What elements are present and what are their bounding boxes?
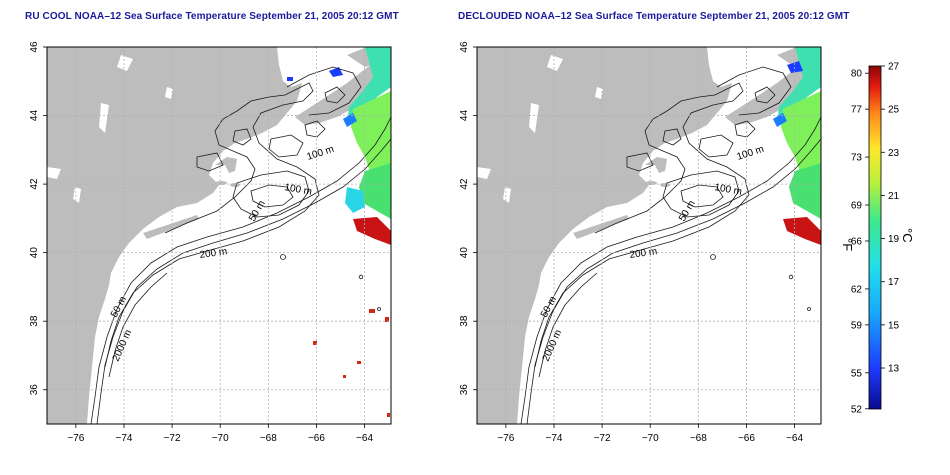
colorbar-f-tick-label: 80 [851, 69, 863, 80]
left-map-panel [46, 46, 392, 425]
right-y-tick-label: 40 [459, 247, 470, 259]
right-x-tick-label: −68 [690, 433, 707, 444]
left-x-tick-label: −72 [164, 433, 181, 444]
left-contour-label-100-south: 100 m [283, 182, 312, 198]
right-x-tick-label: −64 [786, 433, 803, 444]
colorbar-f-tick-label: 52 [851, 404, 863, 415]
right-axis-labels: −76 −74 −72 −70 −68 −66 −64 36 38 40 42 44 46 [459, 41, 803, 444]
left-x-tick-label: −68 [260, 433, 277, 444]
right-y-tick-label: 44 [459, 110, 470, 122]
left-y-tick-label: 46 [29, 41, 40, 53]
left-y-tick-label: 40 [29, 247, 40, 259]
colorbar-f-tick-label: 77 [851, 105, 863, 116]
right-x-tick-label: −66 [738, 433, 755, 444]
left-axis-labels: −76 −74 −72 −70 −68 −66 −64 36 38 40 42 44 46 [29, 41, 373, 444]
colorbar-f-tick-label: 73 [851, 153, 863, 164]
right-y-tick-label: 38 [459, 315, 470, 327]
right-contour-label-200: 200 m [629, 246, 658, 261]
right-grid [477, 46, 821, 424]
colorbar-f-tick-label: 66 [851, 236, 863, 247]
colorbar-c-tick-label: 17 [888, 277, 900, 288]
colorbar-f-tick-label: 55 [851, 368, 863, 379]
left-contour-label-200: 200 m [199, 246, 228, 261]
right-map-title: DECLOUDED NOAA–12 Sea Surface Temperatur… [458, 11, 850, 22]
left-map-title: RU COOL NOAA–12 Sea Surface Temperature … [25, 11, 399, 22]
left-y-tick-label: 44 [29, 110, 40, 122]
colorbar-c-tick-label: 23 [888, 148, 900, 159]
colorbar-f-tick-label: 59 [851, 320, 863, 331]
sst-colorbar [868, 65, 882, 410]
left-y-tick-label: 36 [29, 384, 40, 396]
right-x-tick-label: −74 [545, 433, 562, 444]
colorbar-c-tick-label: 19 [888, 234, 900, 245]
left-x-tick-label: −74 [115, 433, 132, 444]
right-y-tick-label: 36 [459, 384, 470, 396]
right-y-tick-label: 42 [459, 178, 470, 190]
right-x-tick-label: −70 [642, 433, 659, 444]
right-x-tick-label: −76 [497, 433, 514, 444]
left-x-tick-label: −70 [212, 433, 229, 444]
right-x-tick-label: −72 [594, 433, 611, 444]
left-y-tick-label: 38 [29, 315, 40, 327]
colorbar-c-tick-label: 15 [888, 320, 900, 331]
right-y-tick-label: 46 [459, 41, 470, 53]
fahrenheit-unit-label: °F [840, 238, 855, 251]
left-x-tick-label: −76 [67, 433, 84, 444]
colorbar-f-tick-label: 69 [851, 201, 863, 212]
colorbar-c-tick-label: 27 [888, 62, 900, 73]
colorbar-c-tick-label: 25 [888, 105, 900, 116]
colorbar-c-tick-label: 21 [888, 191, 900, 202]
left-x-tick-label: −64 [356, 433, 373, 444]
celsius-unit-label: °C [900, 228, 915, 243]
colorbar-c-tick-label: 13 [888, 364, 900, 375]
colorbar-celsius-ticks: 27 25 23 21 19 17 15 13 [881, 62, 900, 375]
left-y-tick-label: 42 [29, 178, 40, 190]
left-x-tick-label: −66 [308, 433, 325, 444]
colorbar-f-tick-label: 62 [851, 284, 863, 295]
colorbar-fahrenheit-ticks: 80 77 73 69 66 62 59 55 52 [851, 69, 869, 415]
right-map-panel [476, 46, 822, 425]
right-contour-label-100-south: 100 m [713, 182, 742, 198]
